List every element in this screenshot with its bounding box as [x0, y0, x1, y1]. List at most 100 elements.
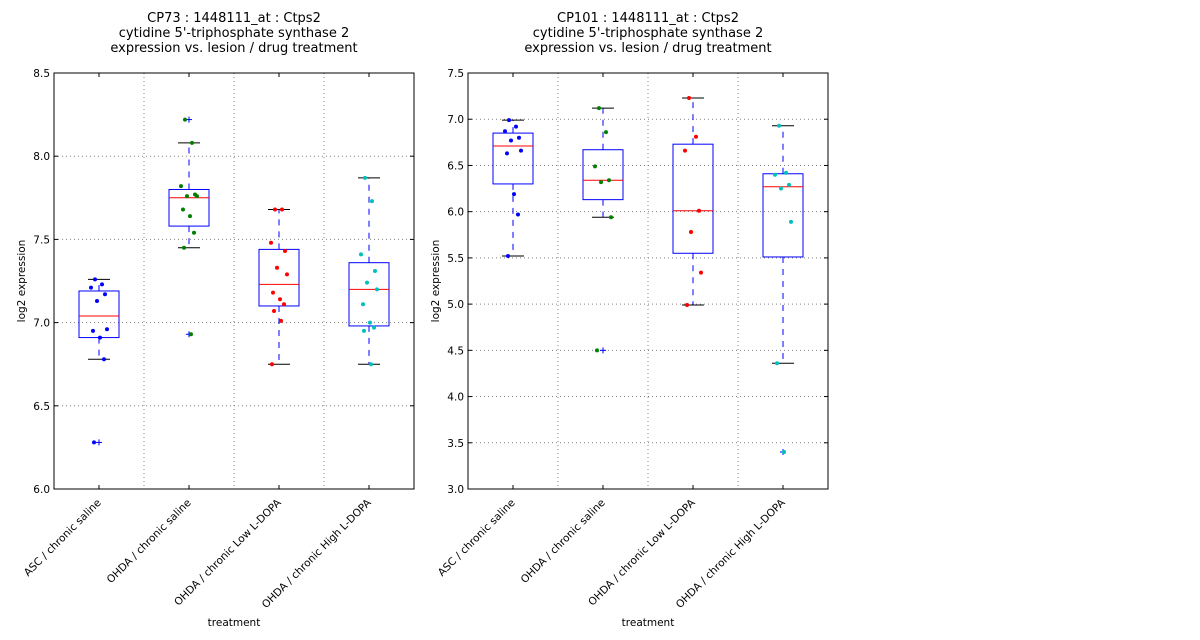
data-point [91, 328, 95, 333]
data-point [507, 118, 511, 123]
data-point [283, 249, 287, 254]
grid [54, 73, 414, 489]
data-point [512, 192, 516, 197]
data-point [279, 318, 283, 323]
y-tick-label: 8.0 [33, 151, 50, 163]
data-point [272, 308, 276, 313]
box [762, 173, 804, 258]
box-group [348, 175, 390, 367]
data-point [687, 95, 691, 100]
data-point [195, 194, 199, 199]
x-tick-label: ASC / chronic saline [22, 497, 104, 579]
axes-frame [53, 72, 415, 490]
x-tick-label: OHDA / chronic High L-DOPA [674, 496, 789, 611]
data-point [689, 230, 693, 235]
data-point [609, 215, 613, 220]
data-point [359, 252, 363, 257]
data-point [685, 303, 689, 308]
x-axis-label: treatment [208, 617, 261, 629]
y-tick-label: 6.0 [33, 484, 50, 496]
chart-title-line-1: CP101 : 1448111_at : Ctps2 [557, 11, 739, 26]
box-group [168, 116, 210, 338]
data-point [179, 184, 183, 189]
data-point [517, 135, 521, 140]
box [582, 149, 624, 201]
data-point [607, 178, 611, 183]
data-point [95, 298, 99, 303]
data-point [363, 175, 367, 180]
data-point [280, 207, 284, 212]
data-point [373, 269, 377, 274]
box [492, 132, 534, 185]
data-point [181, 207, 185, 212]
data-point [779, 186, 783, 191]
data-point [98, 335, 102, 340]
x-axis-label: treatment [622, 617, 675, 629]
y-tick-label: 7.5 [33, 234, 50, 246]
data-point [369, 362, 373, 367]
box-group [258, 207, 300, 367]
chart-title-line-3: expression vs. lesion / drug treatment [110, 41, 357, 56]
data-point [514, 124, 518, 129]
y-tick-label: 6.5 [447, 160, 464, 172]
data-point [190, 140, 194, 145]
y-tick-label: 7.0 [447, 114, 464, 126]
data-point [789, 219, 793, 224]
data-point [105, 327, 109, 332]
data-point [270, 362, 274, 367]
data-point [271, 290, 275, 295]
data-point [694, 134, 698, 139]
data-point [372, 325, 376, 330]
data-point [273, 207, 277, 212]
data-point [597, 106, 601, 111]
data-point [365, 280, 369, 285]
data-point [269, 240, 273, 245]
y-tick-label: 8.5 [33, 68, 50, 80]
data-point [92, 440, 96, 445]
data-point [189, 332, 193, 337]
y-tick-label: 4.0 [447, 392, 464, 404]
data-point [185, 194, 189, 199]
x-tick-label: OHDA / chronic saline [519, 497, 608, 586]
y-tick-label: 7.0 [33, 318, 50, 330]
data-point [89, 285, 93, 290]
chart-title-line-2: cytidine 5'-triphosphate synthase 2 [119, 26, 349, 41]
y-tick-label: 5.5 [447, 253, 464, 265]
y-axis-label: log2 expression [430, 240, 442, 323]
data-point [775, 361, 779, 366]
y-tick-label: 7.5 [447, 68, 464, 80]
data-point [699, 270, 703, 275]
chart-title-line-1: CP73 : 1448111_at : Ctps2 [147, 11, 321, 26]
box-group [492, 118, 534, 259]
data-point [777, 123, 781, 128]
data-point [599, 180, 603, 185]
x-tick-label: ASC / chronic saline [436, 497, 518, 579]
data-point [278, 297, 282, 302]
data-point [782, 450, 786, 455]
box [168, 188, 210, 227]
data-point [182, 245, 186, 250]
x-tick-label: OHDA / chronic Low L-DOPA [586, 496, 698, 608]
data-point [595, 348, 599, 353]
x-tick-label: OHDA / chronic Low L-DOPA [172, 496, 284, 608]
box [348, 262, 390, 327]
box [78, 290, 120, 339]
data-point [282, 302, 286, 307]
data-point [362, 328, 366, 333]
data-point [100, 282, 104, 287]
data-point [784, 170, 788, 175]
data-point [697, 208, 701, 213]
y-tick-label: 6.0 [447, 207, 464, 219]
data-point [375, 287, 379, 292]
y-tick-label: 5.0 [447, 299, 464, 311]
data-point [285, 272, 289, 277]
panel-cp101: CP101 : 1448111_at : Ctps2 cytidine 5'-t… [430, 11, 829, 629]
data-point [593, 164, 597, 169]
data-point [361, 302, 365, 307]
data-point [683, 148, 687, 153]
data-point [188, 214, 192, 219]
x-tick-label: OHDA / chronic saline [105, 497, 194, 586]
box-group [672, 95, 714, 308]
data-point [509, 138, 513, 143]
